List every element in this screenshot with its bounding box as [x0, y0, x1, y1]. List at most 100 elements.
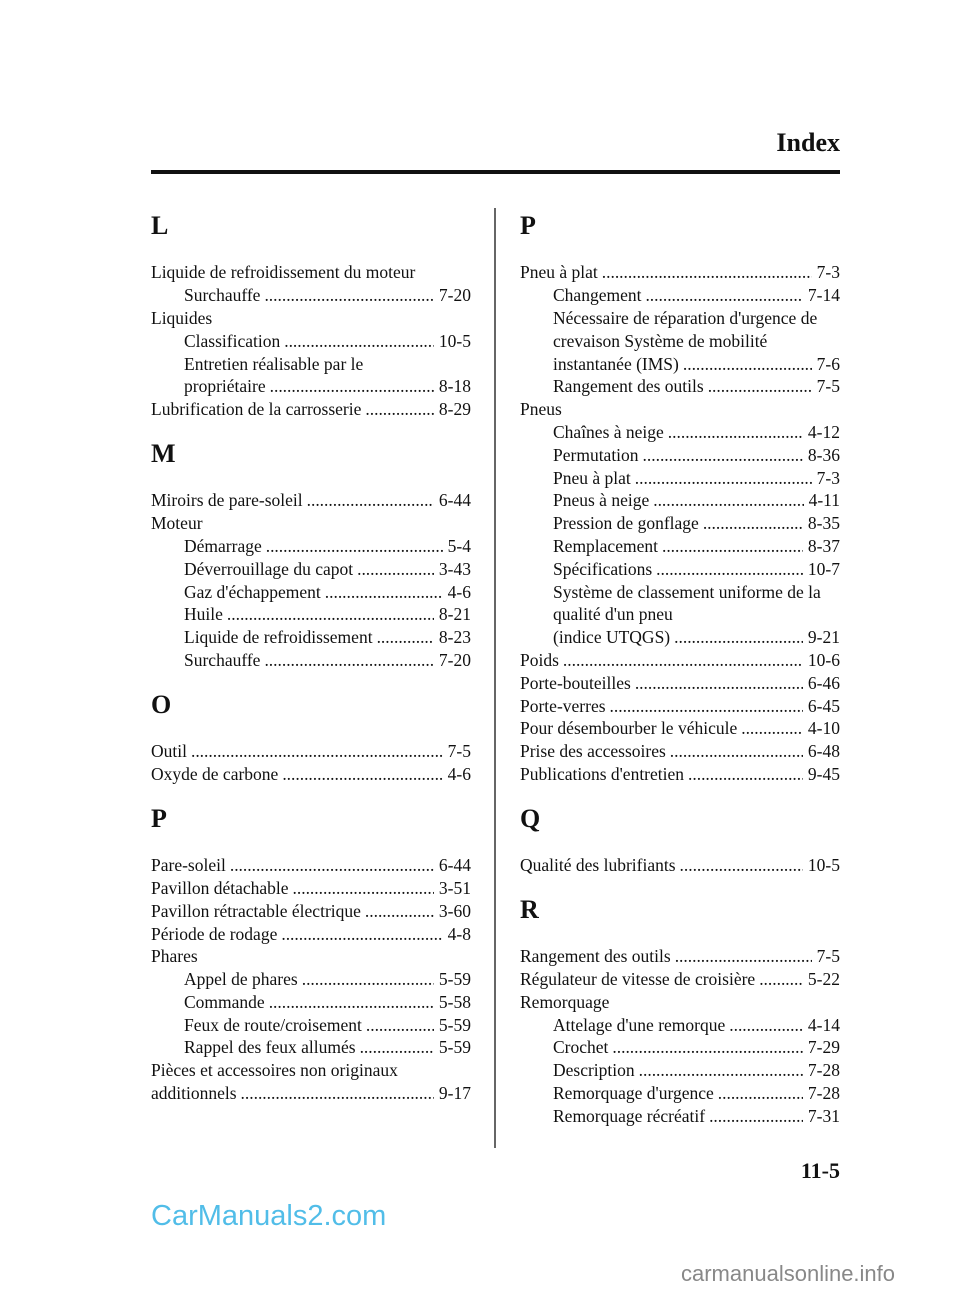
index-subentry: Remplacement 8-37	[520, 535, 840, 558]
dot-leader	[674, 626, 803, 649]
entry-text: Nécessaire de réparation d'urgence de	[553, 307, 818, 328]
entry-text: Classification	[184, 330, 281, 351]
entry-text: Système de classement uniforme de la	[553, 581, 821, 602]
entry-text: Porte-verres	[520, 695, 606, 716]
entry-text: Lubrification de la carrosserie	[151, 399, 362, 420]
entry-text: Appel de phares	[184, 969, 298, 990]
index-entry: Lubrification de la carrosserie 8-29	[151, 398, 471, 421]
dot-leader	[670, 740, 803, 763]
index-subentry: Rangement des outils 7-5	[520, 375, 840, 398]
index-subentry: Gaz d'échappement 4-6	[151, 581, 471, 604]
dot-leader	[191, 740, 443, 763]
index-subentry: Huile 8-21	[151, 603, 471, 626]
dot-leader	[365, 900, 434, 923]
entry-text: Pneu à plat	[553, 467, 631, 488]
entry-text: Porte-bouteilles	[520, 672, 631, 693]
entry-page-ref: 8-21	[438, 604, 471, 625]
index-entry: Période de rodage 4-8	[151, 923, 471, 946]
entry-page-ref: 7-6	[816, 353, 840, 374]
dot-leader	[688, 763, 803, 786]
entry-text: Poids	[520, 649, 559, 670]
entry-text: Pneus à neige	[553, 490, 650, 511]
dot-leader	[610, 695, 803, 718]
dot-leader	[377, 626, 434, 649]
entry-text: qualité d'un pneu	[553, 604, 673, 625]
index-entry: Pavillon rétractable électrique 3-60	[151, 900, 471, 923]
entry-page-ref: 4-6	[447, 763, 471, 784]
entry-text: Miroirs de pare-soleil	[151, 490, 303, 511]
entry-page-ref: 4-10	[807, 718, 840, 739]
entry-text: Description	[553, 1060, 635, 1081]
index-letter-heading: L	[151, 211, 169, 240]
index-letter-heading: Q	[520, 803, 541, 833]
index-subentry: Crochet 7-29	[520, 1036, 840, 1059]
index-subentry: Nécessaire de réparation d'urgence de	[520, 307, 840, 330]
dot-leader	[270, 375, 434, 398]
column-divider	[494, 208, 496, 1148]
entry-page-ref: 8-37	[807, 535, 840, 556]
entry-page-ref: 9-21	[807, 627, 840, 648]
index-entry: Publications d'entretien 9-45	[520, 763, 840, 786]
index-subentry: Pression de gonflage 8-35	[520, 512, 840, 535]
watermark-carmanuals2: CarManuals2.com	[151, 1200, 387, 1232]
index-entry: Liquide de refroidissement du moteur	[151, 261, 471, 284]
dot-leader	[635, 467, 812, 490]
index-entry: Porte-verres 6-45	[520, 695, 840, 718]
index-column-left: L Liquide de refroidissement du moteur Sur…	[151, 193, 471, 1105]
entry-text: Liquide de refroidissement du moteur	[151, 262, 416, 283]
entry-text: Liquides	[151, 307, 213, 328]
index-entry: Oxyde de carbone 4-6	[151, 763, 471, 786]
index-letter-heading: P	[520, 211, 536, 240]
entry-page-ref: 5-4	[447, 535, 471, 556]
entry-page-ref: 5-59	[438, 969, 471, 990]
entry-text: crevaison Système de mobilité	[553, 330, 768, 351]
index-subentry: Spécifications 10-7	[520, 558, 840, 581]
entry-page-ref: 4-12	[807, 421, 840, 442]
entry-text: Rappel des feux allumés	[184, 1037, 356, 1058]
entry-text: Rangement des outils	[553, 376, 704, 397]
index-entry: Qualité des lubrifiants 10-5	[520, 854, 840, 877]
index-entry: Pneu à plat 7-3	[520, 261, 840, 284]
entry-text: Spécifications	[553, 558, 653, 579]
entry-page-ref: 7-20	[438, 649, 471, 670]
dot-leader	[759, 968, 803, 991]
index-subentry: Appel de phares 5-59	[151, 968, 471, 991]
index-column-right: P Pneu à plat 7-3 Changement 7-14Nécessaire …	[520, 193, 840, 1128]
entry-page-ref: 8-35	[807, 513, 840, 534]
index-entry: Pour désembourber le véhicule 4-10	[520, 717, 840, 740]
index-entry: Régulateur de vitesse de croisière 5-22	[520, 968, 840, 991]
dot-leader	[656, 558, 803, 581]
dot-leader	[266, 535, 443, 558]
dot-leader	[709, 1105, 803, 1128]
dot-leader	[708, 375, 812, 398]
entry-page-ref: 10-5	[438, 330, 471, 351]
index-entry: Phares	[151, 945, 471, 968]
entry-text: Attelage d'une remorque	[553, 1014, 726, 1035]
entry-page-ref: 8-23	[438, 627, 471, 648]
header-rule	[151, 170, 840, 174]
dot-leader	[241, 1082, 434, 1105]
entry-text: Remplacement	[553, 535, 658, 556]
entry-text: Outil	[151, 741, 187, 762]
index-subentry: Surchauffe 7-20	[151, 649, 471, 672]
entry-text: Qualité des lubrifiants	[520, 855, 676, 876]
page-header-title: Index	[776, 128, 840, 157]
dot-leader	[675, 945, 812, 968]
entry-text: Entretien réalisable par le	[184, 353, 364, 374]
entry-text: Surchauffe	[184, 649, 261, 670]
dot-leader	[281, 923, 442, 946]
entry-text: Pression de gonflage	[553, 513, 699, 534]
index-subentry: Entretien réalisable par le	[151, 353, 471, 376]
index-subentry: Classification 10-5	[151, 330, 471, 353]
index-letter-heading: P	[151, 803, 167, 833]
index-letter-heading: R	[520, 894, 539, 924]
dot-leader	[360, 1036, 434, 1059]
entry-text: Pavillon rétractable électrique	[151, 900, 361, 921]
dot-leader	[741, 717, 803, 740]
entry-page-ref: 3-60	[438, 900, 471, 921]
dot-leader	[293, 877, 434, 900]
entry-text: Changement	[553, 285, 642, 306]
index-subentry: (indice UTQGS) 9-21	[520, 626, 840, 649]
entry-page-ref: 7-3	[816, 262, 840, 283]
entry-text: additionnels	[151, 1083, 237, 1104]
